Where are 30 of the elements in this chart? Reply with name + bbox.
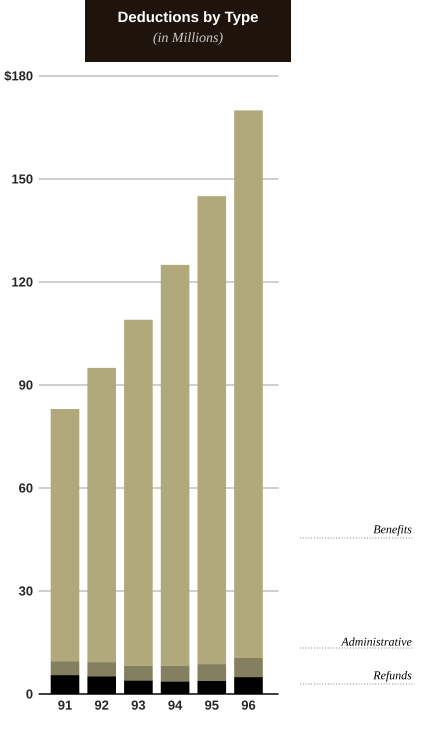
bar (197, 196, 226, 664)
bar (234, 110, 263, 658)
bar (87, 368, 116, 662)
x-tick-label: 96 (242, 700, 256, 710)
y-tick-label: 90 (19, 380, 33, 390)
x-tick-label: 92 (94, 700, 108, 710)
text: Benefits (373, 524, 412, 536)
bar (124, 666, 153, 681)
x-tick-label: 93 (132, 700, 146, 710)
x-tick-label: 94 (168, 700, 182, 710)
chart-subtitle: (in Millions) (153, 32, 223, 45)
bar (124, 320, 153, 666)
text: Administrative (340, 637, 412, 646)
y-tick-label: 30 (18, 586, 33, 596)
chart-title: Deductions by Type (118, 11, 258, 26)
bar (160, 264, 190, 666)
y-tick-label: 120 (12, 277, 33, 287)
x-tick-label: 91 (58, 700, 72, 710)
y-tick-label: 0 (26, 689, 33, 699)
bar (87, 662, 116, 676)
y-tick-label: 60 (19, 483, 33, 493)
x-tick-label: 95 (205, 700, 219, 710)
y-tick-label: $180 (4, 70, 33, 82)
bar (50, 409, 80, 662)
bar (197, 664, 226, 681)
bar (160, 666, 190, 682)
bar (50, 661, 80, 676)
text: Refunds (373, 670, 412, 682)
y-tick-label: 150 (12, 174, 33, 184)
bar (234, 658, 263, 678)
